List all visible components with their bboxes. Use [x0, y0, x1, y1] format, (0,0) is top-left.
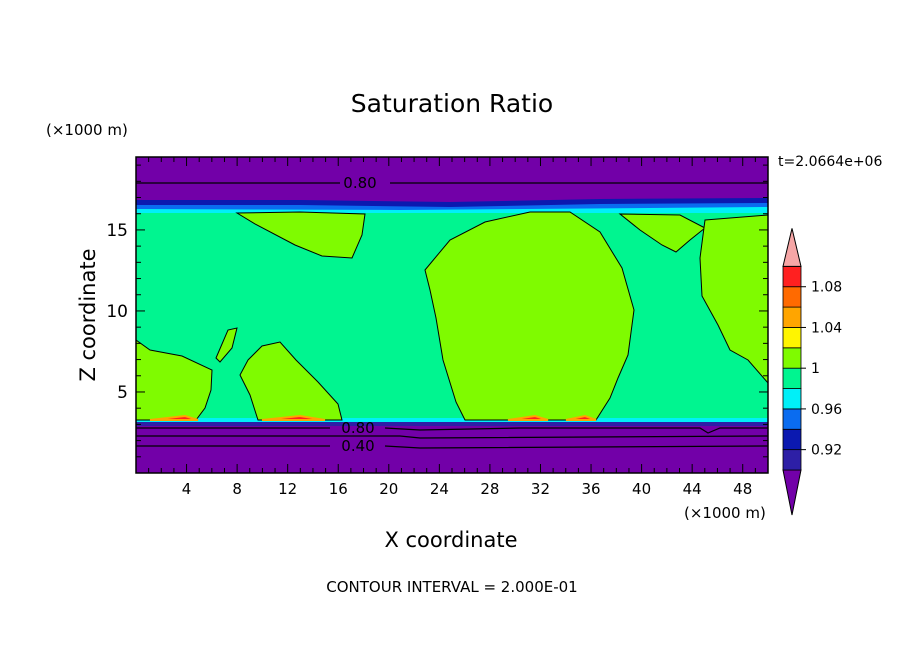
time-label: t=2.0664e+06	[778, 154, 882, 170]
region-above-one-c	[215, 327, 238, 363]
y-tick-label: 15	[106, 221, 128, 241]
contour-line-0.40	[136, 445, 768, 449]
colorbar-label: 1.04	[811, 320, 842, 336]
colorbar-label: 0.92	[811, 443, 842, 459]
x-tick-label: 48	[733, 480, 752, 498]
region-above-one-e	[424, 211, 635, 421]
region-above-one-g	[699, 214, 768, 384]
peak-region-2	[261, 414, 326, 421]
peak-region-3	[507, 414, 549, 421]
x-tick-label: 8	[232, 480, 242, 498]
upper-cyan-band	[136, 207, 768, 213]
axis-ticks	[136, 157, 768, 473]
colorbar-segment	[782, 388, 802, 410]
contour-line-lower-mid	[136, 435, 768, 439]
lower-blue-band	[136, 422, 768, 426]
y-units-label: (×1000 m)	[46, 121, 128, 139]
colorbar: 0.92 0.96 1 1.04 1.08	[782, 228, 842, 516]
colorbar-label: 1.08	[811, 280, 842, 296]
colorbar-under-triangle	[782, 469, 802, 516]
colorbar-segment	[782, 286, 802, 308]
x-tick-labels: 4 8 12 16 20 24 28 32 36 40 44 48	[182, 480, 752, 498]
contour-label-0.40: 0.40	[341, 437, 374, 455]
contour-label-upper: 0.80	[343, 174, 376, 192]
colorbar-segment	[782, 265, 802, 288]
x-tick-label: 28	[480, 480, 499, 498]
contour-field: 0.80 0.80 0.40	[135, 156, 769, 474]
peak-region-1	[149, 414, 199, 421]
y-tick-labels: 5 10 15	[106, 221, 128, 403]
y-axis-label: Z coordinate	[76, 248, 100, 381]
x-tick-label: 12	[278, 480, 297, 498]
x-axis-label: X coordinate	[384, 528, 517, 552]
x-tick-label: 40	[632, 480, 651, 498]
x-units-label: (×1000 m)	[684, 504, 766, 522]
colorbar-label: 1	[811, 361, 820, 377]
colorbar-segment	[782, 306, 802, 328]
colorbar-label: 0.96	[811, 402, 842, 418]
x-tick-label: 16	[329, 480, 348, 498]
chart-title: Saturation Ratio	[351, 89, 553, 118]
region-above-one-f	[618, 213, 706, 253]
colorbar-segment	[782, 327, 802, 349]
peak-region-4	[565, 414, 597, 421]
colorbar-segment	[782, 449, 802, 471]
x-tick-label: 24	[430, 480, 449, 498]
colorbar-segment	[782, 428, 802, 451]
x-tick-label: 36	[581, 480, 600, 498]
region-above-one-d	[239, 341, 343, 421]
y-tick-label: 10	[106, 302, 128, 322]
contour-interval-note: CONTOUR INTERVAL = 2.000E-01	[326, 578, 577, 596]
colorbar-over-triangle	[782, 228, 802, 267]
colorbar-segment	[782, 347, 802, 369]
x-tick-label: 44	[683, 480, 702, 498]
colorbar-segment	[782, 408, 802, 430]
y-tick-label: 5	[117, 383, 128, 403]
colorbar-segment	[782, 367, 802, 389]
region-above-one-a	[235, 211, 366, 259]
x-tick-label: 4	[182, 480, 192, 498]
x-tick-label: 20	[379, 480, 398, 498]
contour-line-0.80-lower	[136, 427, 768, 434]
x-tick-label: 32	[531, 480, 550, 498]
contour-label-lower: 0.80	[341, 419, 374, 437]
upper-light-band	[136, 203, 768, 210]
